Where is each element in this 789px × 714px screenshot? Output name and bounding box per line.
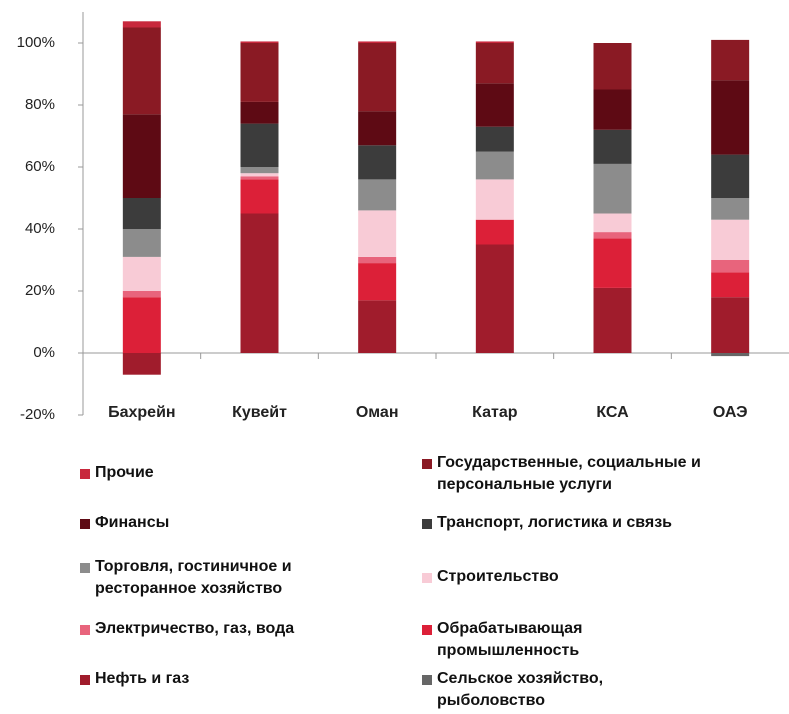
legend-swatch [422, 625, 432, 635]
bar-segment [122, 114, 161, 198]
bar-segment [122, 27, 161, 115]
legend-label: Обрабатывающая промышленность [437, 620, 583, 659]
legend-label: Транспорт, логистика и связь [437, 514, 672, 531]
legend-swatch [422, 459, 432, 469]
bar-segment [711, 260, 750, 273]
legend-item: Финансы [80, 512, 345, 534]
legend-item: Обрабатывающая промышленность [422, 618, 637, 662]
legend-item: Нефть и газ [80, 668, 355, 690]
y-tick-label: 20% [25, 282, 55, 299]
x-tick-label: ОАЭ [713, 404, 748, 421]
bar-segment [358, 179, 397, 211]
legend-swatch [80, 625, 90, 635]
bar-segment [593, 287, 632, 353]
bar-segment [593, 43, 632, 90]
bar-segment [593, 238, 632, 288]
bar-segment [358, 43, 397, 112]
bar-segment [358, 263, 397, 301]
bar-segment [475, 43, 514, 84]
bar-segment [358, 300, 397, 353]
bar-segment [593, 163, 632, 214]
legend-label: Прочие [95, 464, 154, 481]
y-tick-label: 40% [25, 220, 55, 237]
bar-segment [593, 129, 632, 164]
bar-segment [240, 101, 279, 124]
bar-segment [475, 151, 514, 180]
bar-segment [358, 210, 397, 257]
bar-segment [122, 291, 161, 298]
x-tick-label: Бахрейн [108, 404, 175, 421]
bar-segment [593, 89, 632, 130]
legend-label: Финансы [95, 514, 170, 531]
bar-segment [475, 244, 514, 353]
legend-swatch [80, 675, 90, 685]
bar-segment [122, 198, 161, 229]
bar-segment [711, 219, 750, 260]
bar-segment [240, 41, 279, 43]
bar-segment [711, 154, 750, 198]
bar-segment [475, 179, 514, 220]
bar-segment [475, 219, 514, 245]
bar-segment [122, 229, 161, 257]
chart: -20% 0% 20% 40% 60% 80% 100% Бахрейн Кувейт Оман К… [17, 12, 789, 423]
bar-segment [475, 83, 514, 127]
y-tick-label: 80% [25, 96, 55, 113]
legend-swatch [422, 519, 432, 529]
legend-item: Сельское хозяйство, рыболовство [422, 668, 667, 712]
legend-label: Строительство [437, 568, 559, 585]
legend-item: Строительство [422, 566, 777, 588]
x-tick-label: Катар [472, 404, 518, 421]
bar-segment [122, 353, 161, 375]
bar-segment [122, 297, 161, 353]
y-tick-label: 0% [33, 344, 55, 361]
legend-swatch [80, 469, 90, 479]
bar-segment [593, 213, 632, 233]
bar-segment [711, 272, 750, 298]
bar-segment [475, 41, 514, 43]
legend-item: Торговля, гостиничное и ресторанное хозя… [80, 556, 355, 600]
bar-segment [711, 39, 750, 81]
legend-label: Сельское хозяйство, рыболовство [437, 670, 604, 709]
bar-segment [240, 176, 279, 180]
legend-label: Государственные, социальные и персональн… [437, 454, 701, 493]
y-tick-label: 60% [25, 158, 55, 175]
bar-segment [711, 353, 750, 357]
bar-segment [475, 126, 514, 152]
legend-label: Нефть и газ [95, 670, 190, 687]
bar-segment [240, 43, 279, 102]
legend-swatch [422, 675, 432, 685]
x-tick-label: Оман [356, 404, 399, 421]
x-tick-label: Кувейт [232, 404, 287, 421]
bar-segment [122, 21, 161, 28]
legend-item: Транспорт, логистика и связь [422, 512, 777, 534]
bar-segment [240, 123, 279, 167]
bar-segment [711, 198, 750, 220]
legend-item: Прочие [80, 462, 345, 484]
legend-item: Государственные, социальные и персональн… [422, 452, 777, 496]
legend-swatch [80, 563, 90, 573]
legend-label: Электричество, газ, вода [95, 620, 295, 637]
legend-label: Торговля, гостиничное и ресторанное хозя… [95, 558, 292, 597]
bar-segment [240, 167, 279, 174]
y-tick-label: -20% [20, 406, 55, 423]
legend-item: Электричество, газ, вода [80, 618, 355, 640]
bar-segment [240, 173, 279, 177]
legend-swatch [422, 573, 432, 583]
x-tick-label: КСА [596, 404, 629, 421]
bar-segment [358, 256, 397, 264]
bar-segment [711, 297, 750, 353]
bar-segment [358, 41, 397, 43]
bar-segment [711, 80, 750, 155]
bar-segment [593, 232, 632, 239]
bar-segment [240, 213, 279, 353]
bar-segment [240, 179, 279, 214]
bar-segment [358, 111, 397, 146]
bar-segment [358, 145, 397, 180]
legend-swatch [80, 519, 90, 529]
y-tick-label: 100% [17, 34, 55, 51]
bar-segment [122, 256, 161, 291]
